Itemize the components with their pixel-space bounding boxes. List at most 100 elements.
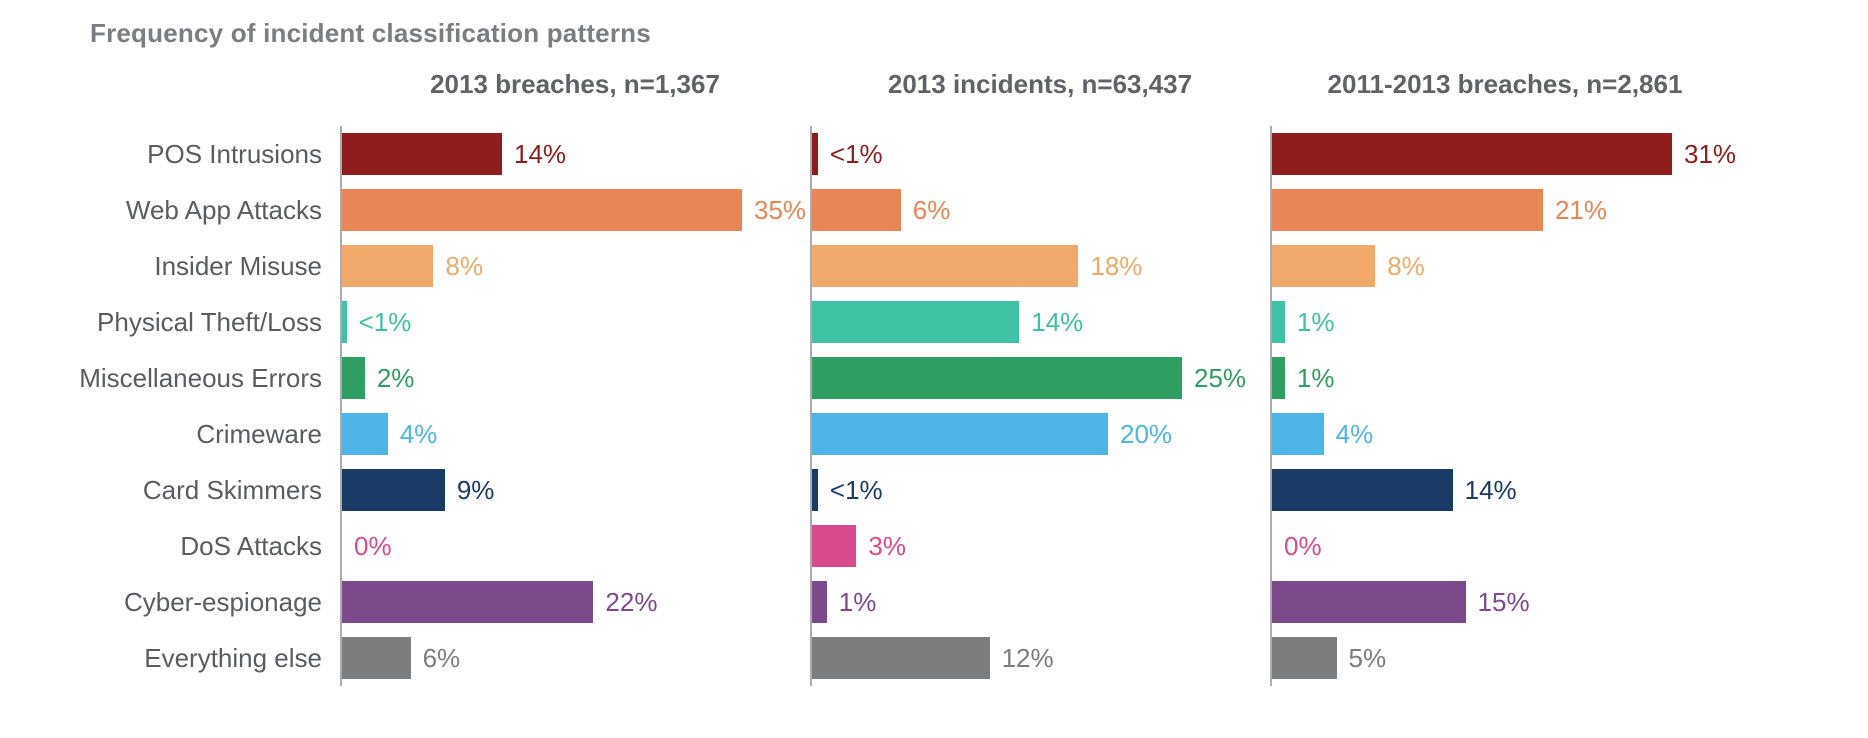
- bar: [812, 189, 901, 231]
- bar: [342, 245, 433, 287]
- bar-value-label: 9%: [457, 475, 495, 506]
- bar-value-label: 1%: [1297, 363, 1335, 394]
- bar-cell: 12%: [810, 630, 1270, 686]
- bar-value-label: 2%: [377, 363, 415, 394]
- category-label: Physical Theft/Loss: [40, 294, 340, 350]
- bar-cell: 4%: [340, 406, 810, 462]
- bar-value-label: 31%: [1684, 139, 1736, 170]
- bar-cell: 8%: [1270, 238, 1740, 294]
- bar-cell: <1%: [810, 126, 1270, 182]
- chart-grid: 2013 breaches, n=1,3672013 incidents, n=…: [40, 69, 1828, 686]
- bar: [1272, 581, 1466, 623]
- bar: [812, 357, 1182, 399]
- bar-value-label: 0%: [1284, 531, 1322, 562]
- category-label: Insider Misuse: [40, 238, 340, 294]
- bar-value-label: 14%: [1031, 307, 1083, 338]
- bar-cell: 22%: [340, 574, 810, 630]
- bar: [342, 637, 411, 679]
- bar-cell: 14%: [340, 126, 810, 182]
- category-label: POS Intrusions: [40, 126, 340, 182]
- bar-value-label: <1%: [830, 139, 883, 170]
- bar-value-label: 22%: [605, 587, 657, 618]
- bar: [812, 413, 1108, 455]
- chart-container: Frequency of incident classification pat…: [0, 0, 1868, 738]
- bar: [1272, 357, 1285, 399]
- bar-cell: 14%: [1270, 462, 1740, 518]
- bar: [812, 637, 990, 679]
- bar-cell: 8%: [340, 238, 810, 294]
- bar-value-label: <1%: [830, 475, 883, 506]
- bar: [1272, 413, 1324, 455]
- bar-cell: 1%: [1270, 350, 1740, 406]
- bar-cell: 1%: [1270, 294, 1740, 350]
- bar-value-label: 14%: [514, 139, 566, 170]
- category-label: Miscellaneous Errors: [40, 350, 340, 406]
- bar: [342, 189, 742, 231]
- bar-cell: 31%: [1270, 126, 1740, 182]
- bar-value-label: <1%: [359, 307, 412, 338]
- bar: [812, 133, 818, 175]
- bar: [342, 469, 445, 511]
- category-label: Web App Attacks: [40, 182, 340, 238]
- bar-value-label: 6%: [423, 643, 461, 674]
- bar: [342, 581, 593, 623]
- bar: [812, 581, 827, 623]
- bar: [1272, 637, 1337, 679]
- bar-cell: 25%: [810, 350, 1270, 406]
- bar-value-label: 3%: [868, 531, 906, 562]
- panel-heading: 2011-2013 breaches, n=2,861: [1270, 69, 1740, 126]
- bar-value-label: 0%: [354, 531, 392, 562]
- bar-cell: 0%: [1270, 518, 1740, 574]
- bar-cell: 6%: [340, 630, 810, 686]
- bar-cell: <1%: [340, 294, 810, 350]
- category-label: DoS Attacks: [40, 518, 340, 574]
- bar: [812, 525, 856, 567]
- category-label: Cyber-espionage: [40, 574, 340, 630]
- bar-cell: 18%: [810, 238, 1270, 294]
- bar-cell: <1%: [810, 462, 1270, 518]
- bar-cell: 1%: [810, 574, 1270, 630]
- bar: [812, 469, 818, 511]
- bar: [1272, 245, 1375, 287]
- bar: [1272, 301, 1285, 343]
- bar-cell: 14%: [810, 294, 1270, 350]
- category-label: Crimeware: [40, 406, 340, 462]
- bar-value-label: 15%: [1478, 587, 1530, 618]
- bar-value-label: 8%: [1387, 251, 1425, 282]
- bar-cell: 20%: [810, 406, 1270, 462]
- bar-cell: 3%: [810, 518, 1270, 574]
- bar-value-label: 14%: [1465, 475, 1517, 506]
- bar-value-label: 1%: [839, 587, 877, 618]
- bar-value-label: 21%: [1555, 195, 1607, 226]
- bar-cell: 0%: [340, 518, 810, 574]
- chart-title: Frequency of incident classification pat…: [90, 18, 1828, 49]
- bar-cell: 21%: [1270, 182, 1740, 238]
- bar-value-label: 20%: [1120, 419, 1172, 450]
- category-label: Everything else: [40, 630, 340, 686]
- bar-value-label: 4%: [400, 419, 438, 450]
- bar-value-label: 25%: [1194, 363, 1246, 394]
- bar-cell: 9%: [340, 462, 810, 518]
- bar-value-label: 12%: [1002, 643, 1054, 674]
- bar-value-label: 8%: [445, 251, 483, 282]
- header-spacer: [40, 69, 340, 126]
- bar-value-label: 4%: [1336, 419, 1374, 450]
- panel-heading: 2013 incidents, n=63,437: [810, 69, 1270, 126]
- bar: [1272, 133, 1672, 175]
- bar-cell: 6%: [810, 182, 1270, 238]
- bar: [342, 357, 365, 399]
- bar-value-label: 18%: [1090, 251, 1142, 282]
- bar: [1272, 469, 1453, 511]
- bar: [812, 301, 1019, 343]
- bar-cell: 4%: [1270, 406, 1740, 462]
- bar-cell: 2%: [340, 350, 810, 406]
- bar-value-label: 5%: [1349, 643, 1387, 674]
- bar: [812, 245, 1078, 287]
- bar-cell: 15%: [1270, 574, 1740, 630]
- category-label: Card Skimmers: [40, 462, 340, 518]
- bar-value-label: 35%: [754, 195, 806, 226]
- bar-cell: 5%: [1270, 630, 1740, 686]
- panel-heading: 2013 breaches, n=1,367: [340, 69, 810, 126]
- bar: [342, 413, 388, 455]
- bar-value-label: 1%: [1297, 307, 1335, 338]
